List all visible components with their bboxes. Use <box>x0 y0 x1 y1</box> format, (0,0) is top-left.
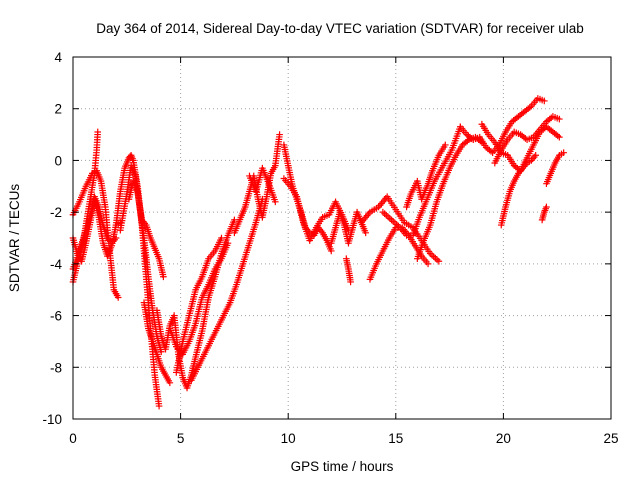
series-track-10 <box>166 239 232 358</box>
y-tick-label: 0 <box>54 153 62 168</box>
data-point <box>160 273 167 281</box>
series-track-26 <box>491 113 563 167</box>
data-point <box>556 115 563 123</box>
series-track-23 <box>403 141 449 211</box>
series-track-7 <box>125 177 167 281</box>
data-point <box>271 198 279 206</box>
data-point <box>435 257 443 265</box>
series-track-24 <box>457 95 548 156</box>
series-track-21 <box>379 123 464 239</box>
data-point <box>540 97 548 105</box>
series-track-29 <box>543 149 567 187</box>
plot-frame <box>72 56 612 420</box>
series-track-28 <box>538 203 550 224</box>
series-track-14 <box>246 164 279 206</box>
x-axis-label: GPS time / hours <box>291 459 394 474</box>
data-point <box>231 216 238 224</box>
data-point <box>112 234 120 242</box>
y-tick-label: -6 <box>50 309 62 324</box>
data-point <box>543 203 550 211</box>
data-point <box>424 260 432 268</box>
y-axis-label: SDTVAR / TECUs <box>7 184 22 293</box>
x-tick-label: 15 <box>388 431 403 446</box>
data-point <box>114 294 122 301</box>
data-point <box>560 149 567 156</box>
x-tick-label: 10 <box>281 431 296 446</box>
data-point <box>166 379 174 387</box>
series-track-17 <box>327 208 369 247</box>
series-track-4 <box>69 193 120 273</box>
y-tick-label: 4 <box>54 50 62 65</box>
axes: 0 5 10 15 20 25 -10 -8 -6 -4 -2 0 2 4 <box>42 50 618 446</box>
data-point <box>441 141 449 149</box>
x-tick-label: 5 <box>177 431 185 446</box>
y-tick-label: -2 <box>50 205 62 220</box>
series-track-27 <box>497 151 539 229</box>
y-tick-label: -10 <box>42 412 62 427</box>
y-tick-label: 2 <box>54 102 62 117</box>
data-point <box>276 131 283 138</box>
x-tick-label: 0 <box>69 431 77 446</box>
data-point <box>224 239 232 247</box>
data-point <box>327 247 335 255</box>
data-point <box>532 151 539 159</box>
series-track-19 <box>358 193 443 265</box>
y-tick-label: -4 <box>50 257 62 272</box>
data-point <box>362 229 369 237</box>
data-point <box>218 234 225 242</box>
chart-title: Day 364 of 2014, Sidereal Day-to-day VTE… <box>96 21 583 36</box>
series-track-18 <box>343 255 354 286</box>
series-track-12 <box>172 234 225 376</box>
grid <box>73 57 611 419</box>
data-points <box>69 95 567 410</box>
x-tick-label: 25 <box>603 431 618 446</box>
data-point <box>556 133 563 141</box>
data-point <box>94 128 102 136</box>
series-track-8 <box>140 299 174 387</box>
x-tick-label: 20 <box>496 431 511 446</box>
y-tick-label: -8 <box>50 360 62 375</box>
data-point <box>155 402 163 410</box>
data-point <box>347 278 354 286</box>
